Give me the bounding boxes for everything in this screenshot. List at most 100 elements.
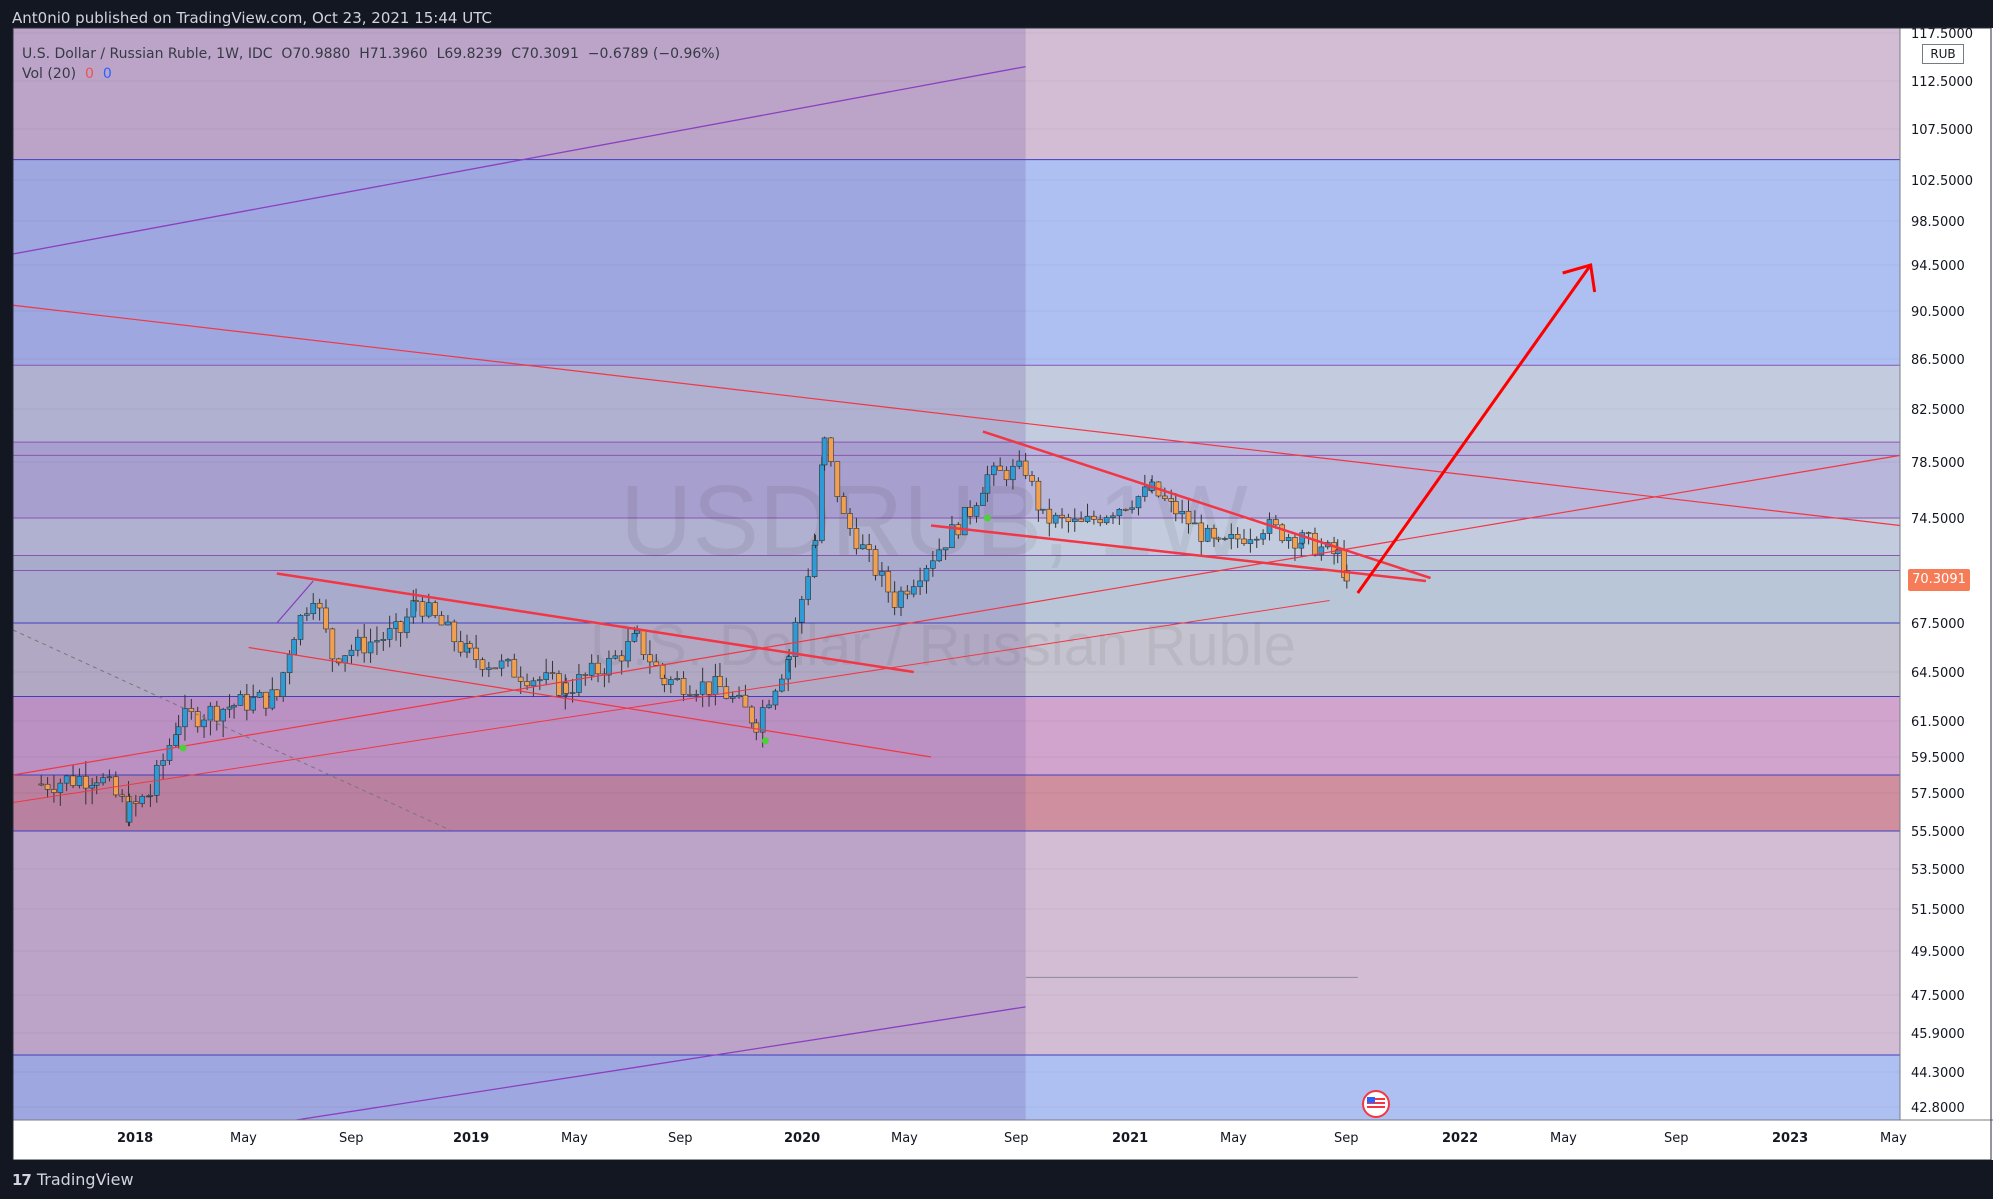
candle-body [492,667,499,670]
candle-body [1059,514,1065,518]
candle-body [316,603,323,609]
candle-body [269,689,276,709]
currency-badge[interactable]: RUB [1922,44,1964,64]
candle-body [457,641,464,653]
time-axis-label: May [561,1131,588,1146]
candle-body [834,461,841,497]
candle-body [1046,508,1053,524]
candle-body [1097,519,1104,524]
small-purple-line[interactable] [276,580,314,624]
legend-symbol[interactable]: U.S. Dollar / Russian Ruble, 1W, IDC [22,46,273,62]
candle-body [748,706,755,724]
candle-body [263,691,269,709]
candle-body [419,601,426,617]
channel-lower-line[interactable] [276,1006,1026,1124]
candle-body [917,580,923,587]
candle-body [323,607,329,630]
candle-body [119,794,125,797]
candle-body [413,600,419,602]
time-axis-label: 2020 [784,1131,820,1146]
candle-body [563,682,569,694]
candle-body [967,507,973,517]
price-axis-label: 107.5000 [1911,123,1973,138]
signal-dot [761,737,769,745]
candle-body [70,775,76,786]
candle-body [699,681,706,695]
candle-body [821,437,828,466]
candle-body [606,657,612,676]
time-axis-label: May [891,1131,918,1146]
candle-body [237,694,244,706]
price-chart[interactable]: USDRUB, 1WU.S. Dollar / Russian Ruble117… [0,0,1993,1160]
candle-body [1253,538,1260,541]
candle-body [1285,537,1292,542]
time-axis-label: Sep [668,1131,693,1146]
legend-open: O70.9880 [281,46,351,62]
long-resistance-trendline[interactable] [12,304,1901,527]
candle-body-last [1344,570,1350,582]
candle-body [885,571,892,593]
time-axis-label: 2019 [453,1131,489,1146]
candle-body [1298,542,1305,549]
projection-arrow[interactable] [1356,264,1592,594]
candle-body [736,694,742,698]
candle-body [106,776,113,779]
candle-body [1305,532,1312,534]
candle-body [786,656,792,660]
channel-upper-line[interactable] [12,65,1026,255]
wedge-upper-2021[interactable] [982,430,1431,580]
candle-body [280,672,287,697]
candle-body [847,513,853,529]
candle-body [693,693,700,696]
volume-label[interactable]: Vol (20) [22,66,77,82]
brand-name: TradingView [36,1170,134,1189]
candle-body [1211,527,1217,539]
inner-support-trendline[interactable] [12,600,1330,803]
candle-body [1228,534,1235,539]
wedge-lower-2019[interactable] [248,646,932,758]
candle-body [1273,519,1279,526]
candle-body [582,674,589,676]
candle-body [904,590,911,595]
time-axis-label: Sep [1334,1131,1359,1146]
candle-body [466,643,473,649]
candle-body [147,795,154,797]
price-zone-band [13,1054,1900,1120]
candle-body [1052,514,1059,524]
candle-body [524,681,530,687]
candle-body [451,621,458,643]
us-flag-event-icon[interactable] [1360,1090,1392,1118]
candle-body [634,630,640,634]
candle-body [231,705,237,708]
candle-body [348,649,355,656]
candle-body [1222,538,1228,540]
price-axis-label: 82.5000 [1911,403,1965,418]
candle-body [1185,510,1192,525]
watermark-name: U.S. Dollar / Russian Ruble [590,613,1296,678]
long-support-trendline[interactable] [12,454,1901,776]
time-axis[interactable] [13,1120,1993,1160]
wedge-upper-2019[interactable] [276,572,914,674]
time-axis-label: Sep [1004,1131,1029,1146]
time-axis-label: May [1880,1131,1907,1146]
candle-body [126,801,133,823]
dashed-guide-line[interactable] [12,629,451,831]
candle-body [997,465,1003,471]
candle-body [812,540,819,546]
wedge-lower-2021[interactable] [930,524,1427,583]
candle-body [505,659,511,662]
candle-body [274,689,280,697]
candle-body [910,586,917,595]
candle-body [1040,508,1046,511]
candle-body [942,547,949,551]
time-axis-label: 2022 [1442,1131,1478,1146]
candle-body [133,801,139,804]
candle-body [556,673,562,696]
candle-body [1122,508,1129,511]
candle-body [661,677,668,685]
candle-body [625,641,631,662]
tradingview-logo[interactable]: 17 TradingView [12,1170,134,1189]
legend-row-volume: Vol (20) 0 0 [22,64,720,84]
candle-body [936,549,943,562]
candle-body [930,560,936,569]
